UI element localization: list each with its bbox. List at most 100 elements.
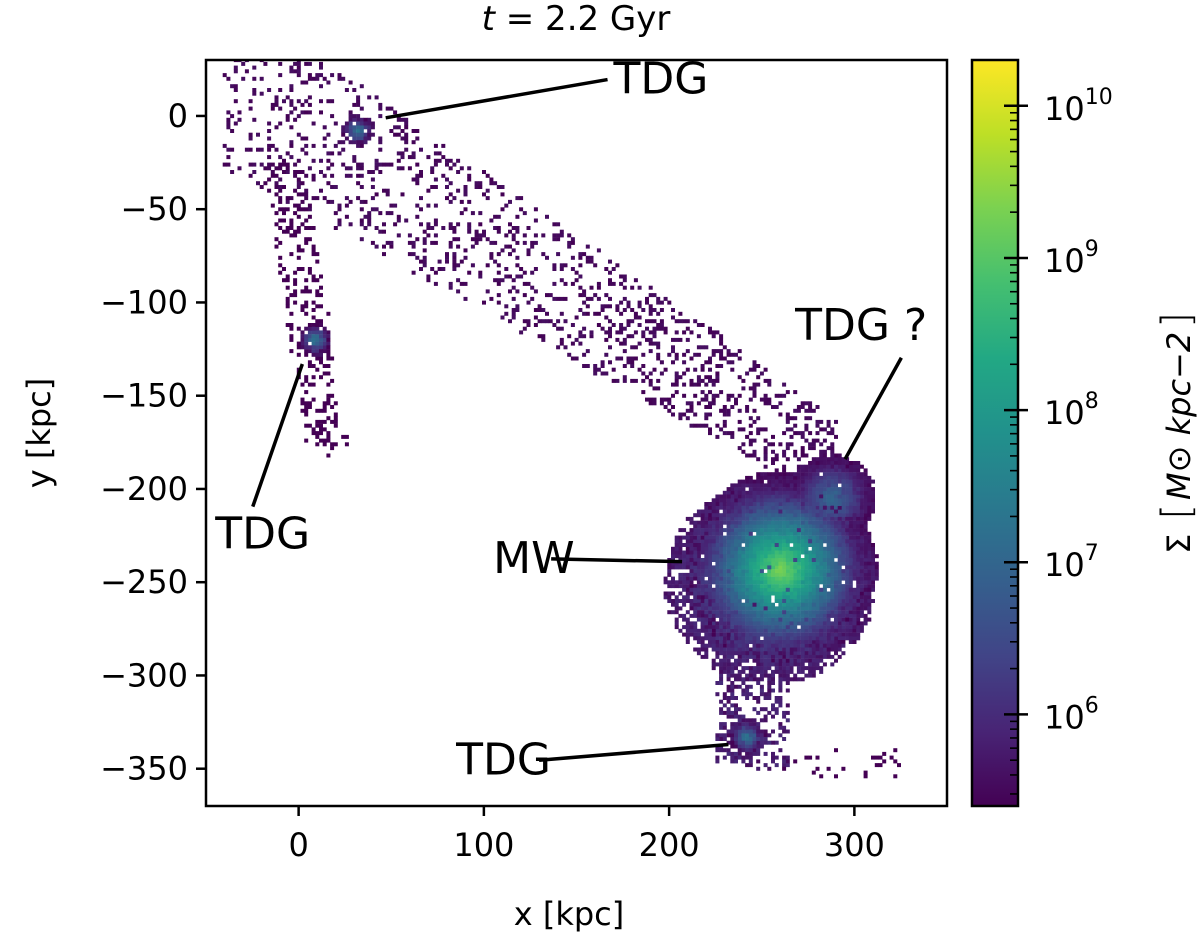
heatmap-cell: [682, 554, 687, 559]
heatmap-cell: [804, 572, 809, 577]
heatmap-cell: [745, 505, 750, 510]
heatmap-cell: [737, 494, 742, 499]
heatmap-cell: [748, 431, 753, 436]
heatmap-cell: [808, 572, 813, 577]
heatmap-cell: [682, 550, 687, 555]
heatmap-cell: [596, 323, 601, 327]
heatmap-cell: [304, 341, 309, 346]
heatmap-cell: [785, 610, 790, 615]
heatmap-cell: [478, 185, 483, 189]
heatmap-cell: [822, 468, 827, 473]
heatmap-cell: [485, 237, 490, 242]
heatmap-cell: [819, 453, 824, 458]
heatmap-cell: [834, 453, 838, 458]
annotation-label: TDG: [613, 54, 709, 105]
heatmap-cell: [737, 569, 742, 574]
heatmap-cell: [719, 543, 724, 547]
heatmap-cell: [863, 591, 868, 596]
heatmap-cell: [459, 259, 464, 264]
heatmap-cell: [774, 558, 779, 562]
heatmap-cell: [778, 677, 783, 682]
heatmap-cell: [734, 587, 738, 592]
heatmap-cell: [411, 151, 416, 156]
heatmap-cell: [704, 613, 709, 618]
heatmap-cell: [796, 479, 801, 484]
heatmap-cell: [226, 162, 231, 167]
heatmap-cell: [745, 490, 750, 495]
heatmap-cell: [871, 505, 875, 510]
heatmap-cell: [741, 558, 746, 562]
heatmap-cell: [671, 565, 675, 570]
heatmap-cell: [734, 658, 738, 663]
heatmap-cell: [811, 558, 816, 562]
heatmap-cell: [385, 188, 390, 193]
heatmap-cell: [841, 550, 846, 555]
heatmap-cell: [804, 539, 809, 544]
heatmap-cell: [863, 569, 868, 574]
heatmap-cell: [685, 546, 690, 551]
heatmap-cell: [789, 434, 794, 439]
heatmap-cell: [785, 561, 790, 566]
heatmap-cell: [789, 643, 794, 648]
heatmap-cell: [734, 565, 738, 570]
heatmap-cell: [578, 293, 583, 298]
heatmap-cell: [763, 696, 768, 700]
heatmap-cell: [296, 203, 301, 208]
heatmap-cell: [863, 546, 868, 551]
heatmap-cell: [796, 610, 801, 615]
heatmap-cell: [730, 606, 735, 611]
heatmap-cell: [734, 722, 738, 727]
colorbar-tick-label: 107: [1044, 541, 1099, 584]
heatmap-cell: [722, 561, 727, 566]
heatmap-cell: [822, 457, 827, 462]
heatmap-cell: [315, 408, 320, 413]
heatmap-cell: [689, 572, 694, 577]
heatmap-cell: [845, 617, 850, 622]
heatmap-cell: [222, 162, 227, 167]
heatmap-cell: [808, 446, 813, 451]
heatmap-cell: [752, 617, 757, 622]
heatmap-cell: [748, 561, 753, 566]
heatmap-cell: [763, 438, 768, 443]
heatmap-cell: [711, 528, 716, 533]
heatmap-cell: [370, 170, 375, 174]
heatmap-cell: [726, 513, 731, 518]
annotation-label: MW: [493, 533, 574, 584]
heatmap-cell: [815, 617, 820, 622]
heatmap-cell: [752, 561, 757, 566]
heatmap-cell: [715, 546, 720, 551]
heatmap-cell: [652, 293, 657, 298]
heatmap-cell: [648, 308, 653, 312]
heatmap-cell: [811, 591, 816, 596]
heatmap-cell: [307, 349, 312, 354]
heatmap-cell: [708, 613, 712, 618]
heatmap-cell: [737, 729, 742, 734]
heatmap-cell: [759, 647, 764, 652]
heatmap-cell: [778, 393, 783, 398]
heatmap-cell: [848, 576, 853, 581]
heatmap-cell: [767, 651, 772, 656]
heatmap-cell: [719, 498, 724, 503]
heatmap-cell: [656, 323, 661, 327]
heatmap-cell: [711, 352, 716, 357]
heatmap-cell: [741, 606, 746, 611]
heatmap-cell: [445, 259, 449, 264]
heatmap-cell: [715, 393, 720, 398]
heatmap-cell: [811, 461, 816, 465]
heatmap-cell: [719, 584, 724, 589]
heatmap-cell: [704, 382, 709, 387]
heatmap-cell: [667, 401, 672, 406]
heatmap-cell: [826, 475, 831, 480]
heatmap-cell: [763, 595, 768, 600]
heatmap-cell: [756, 710, 761, 715]
heatmap-cell: [800, 494, 805, 499]
heatmap-cell: [378, 170, 383, 174]
heatmap-cell: [693, 539, 698, 544]
heatmap-cell: [811, 647, 816, 652]
heatmap-cell: [767, 640, 772, 644]
heatmap-cell: [782, 543, 787, 547]
heatmap-cell: [730, 595, 735, 600]
heatmap-cell: [671, 349, 675, 354]
heatmap-cell: [793, 587, 798, 592]
heatmap-cell: [582, 364, 587, 368]
